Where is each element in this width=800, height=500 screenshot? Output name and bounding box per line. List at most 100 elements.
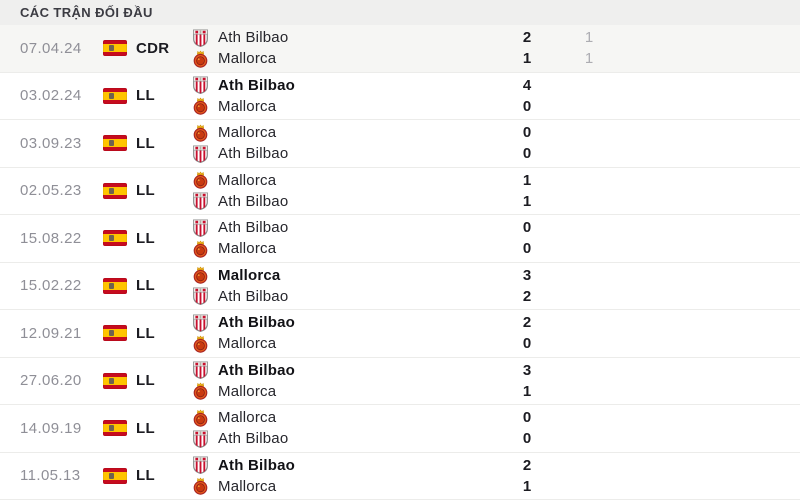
team-name: Mallorca: [218, 335, 277, 353]
team-name: Ath Bilbao: [218, 456, 295, 474]
team-name: Ath Bilbao: [218, 145, 289, 163]
extra-score-away: [569, 476, 609, 497]
mallorca-crest-icon: [192, 124, 209, 142]
score-away: 0: [522, 335, 532, 353]
extra-score-column: [569, 310, 609, 357]
extra-score-away: [569, 286, 609, 307]
widget-title: CÁC TRẬN ĐỐI ĐẦU: [20, 5, 153, 20]
score-away: 2: [522, 287, 532, 305]
competition: LL: [103, 263, 192, 310]
teams-column: Mallorca Ath Bilbao: [192, 120, 507, 167]
spain-flag-icon: [103, 325, 127, 342]
team-name: Mallorca: [218, 124, 277, 142]
mallorca-crest-icon: [192, 382, 209, 401]
competition: LL: [103, 73, 192, 120]
team-name: Ath Bilbao: [218, 76, 295, 94]
score-column: 3 2: [507, 263, 547, 310]
competition-code: LL: [136, 372, 155, 390]
extra-score-away: [569, 238, 609, 259]
match-date: 02.05.23: [20, 182, 82, 200]
score-away: 0: [522, 145, 532, 163]
team-line-home[interactable]: Ath Bilbao: [192, 75, 507, 96]
team-line-home[interactable]: Mallorca: [192, 265, 507, 286]
competition-code: LL: [136, 467, 155, 485]
team-line-home[interactable]: Ath Bilbao: [192, 455, 507, 476]
extra-score-home: [569, 312, 609, 333]
team-line-away[interactable]: Ath Bilbao: [192, 428, 507, 449]
ath-bilbao-crest-icon: [192, 29, 209, 47]
match-row[interactable]: 03.02.24 LL Ath Bilbao Mallorca 4 0: [0, 72, 800, 120]
match-row[interactable]: 15.08.22 LL Ath Bilbao Mallorca 0 0: [0, 215, 800, 263]
team-line-away[interactable]: Mallorca: [192, 476, 507, 497]
team-line-away[interactable]: Ath Bilbao: [192, 286, 507, 307]
team-name: Mallorca: [218, 240, 277, 258]
match-row[interactable]: 27.06.20 LL Ath Bilbao Mallorca 3 1: [0, 357, 800, 405]
match-date: 07.04.24: [20, 39, 82, 57]
extra-score-home: [569, 170, 609, 191]
match-row[interactable]: 15.02.22 LL Mallorca Ath Bilbao 3 2: [0, 262, 800, 310]
score-column: 2 0: [507, 310, 547, 357]
team-name: Ath Bilbao: [218, 192, 289, 210]
score-home: 4: [522, 76, 532, 94]
extra-score-home: [569, 265, 609, 286]
extra-score-column: [569, 168, 609, 215]
team-line-home[interactable]: Mallorca: [192, 170, 507, 191]
match-row[interactable]: 07.04.24 CDR Ath Bilbao Mallorca 2 1 1 1: [0, 25, 800, 73]
team-name: Mallorca: [218, 266, 281, 284]
mallorca-crest-icon: [192, 171, 209, 189]
extra-score-home: 1: [584, 29, 594, 47]
team-line-home[interactable]: Ath Bilbao: [192, 360, 507, 381]
spain-flag-icon: [103, 230, 127, 247]
extra-score-column: 1 1: [569, 25, 609, 72]
extra-score-column: [569, 73, 609, 120]
teams-column: Ath Bilbao Mallorca: [192, 215, 507, 262]
spain-flag-icon: [103, 277, 127, 294]
score-away: 0: [522, 97, 532, 115]
teams-column: Ath Bilbao Mallorca: [192, 25, 507, 72]
team-line-away[interactable]: Ath Bilbao: [192, 191, 507, 212]
flag-emblem: [109, 187, 114, 194]
match-row[interactable]: 03.09.23 LL Mallorca Ath Bilbao 0 0: [0, 120, 800, 168]
match-date: 27.06.20: [20, 372, 82, 390]
match-row[interactable]: 02.05.23 LL Mallorca Ath Bilbao 1 1: [0, 167, 800, 215]
team-name: Ath Bilbao: [218, 29, 289, 47]
mallorca-crest-icon: [192, 240, 209, 258]
team-line-away[interactable]: Mallorca: [192, 238, 507, 259]
match-row[interactable]: 12.09.21 LL Ath Bilbao Mallorca 2 0: [0, 310, 800, 358]
competition-code: LL: [136, 229, 155, 247]
team-line-away[interactable]: Ath Bilbao: [192, 143, 507, 164]
ath-bilbao-crest-icon: [192, 430, 209, 448]
competition: LL: [103, 405, 192, 452]
score-column: 0 0: [507, 215, 547, 262]
match-list: 07.04.24 CDR Ath Bilbao Mallorca 2 1 1 1…: [0, 25, 800, 500]
team-name: Mallorca: [218, 171, 277, 189]
team-line-home[interactable]: Mallorca: [192, 407, 507, 428]
team-name: Ath Bilbao: [218, 219, 289, 237]
spain-flag-icon: [103, 182, 127, 199]
competition: LL: [103, 310, 192, 357]
extra-score-away: [569, 143, 609, 164]
team-line-home[interactable]: Ath Bilbao: [192, 312, 507, 333]
score-home: 0: [522, 124, 532, 142]
competition-code: LL: [136, 87, 155, 105]
team-name: Ath Bilbao: [218, 287, 289, 305]
ath-bilbao-crest-icon: [192, 456, 209, 475]
team-line-home[interactable]: Ath Bilbao: [192, 27, 507, 48]
team-name: Mallorca: [218, 477, 277, 495]
flag-emblem: [109, 92, 114, 99]
team-line-away[interactable]: Mallorca: [192, 48, 507, 69]
flag-emblem: [109, 377, 114, 384]
team-line-away[interactable]: Mallorca: [192, 96, 507, 117]
match-row[interactable]: 14.09.19 LL Mallorca Ath Bilbao 0 0: [0, 405, 800, 453]
team-name: Ath Bilbao: [218, 430, 289, 448]
competition: CDR: [103, 25, 192, 72]
extra-score-home: [569, 407, 609, 428]
extra-score-home: [569, 75, 609, 96]
team-line-away[interactable]: Mallorca: [192, 381, 507, 402]
mallorca-crest-icon: [192, 266, 209, 284]
team-line-home[interactable]: Ath Bilbao: [192, 217, 507, 238]
team-line-away[interactable]: Mallorca: [192, 333, 507, 354]
team-line-home[interactable]: Mallorca: [192, 122, 507, 143]
match-row[interactable]: 11.05.13 LL Ath Bilbao Mallorca 2 1: [0, 452, 800, 500]
